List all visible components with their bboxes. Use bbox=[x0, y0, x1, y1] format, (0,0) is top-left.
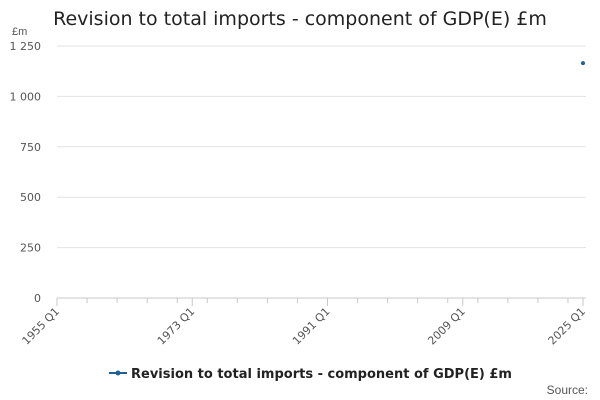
x-tick-label: 1973 Q1 bbox=[155, 305, 198, 348]
series-layer bbox=[581, 61, 585, 66]
legend[interactable]: Revision to total imports - component of… bbox=[109, 367, 512, 382]
x-tick-label: 2025 Q1 bbox=[546, 305, 589, 348]
x-axis: 1955 Q1 1973 Q1 1991 Q1 2009 Q1 2025 Q1 bbox=[20, 297, 589, 348]
y-tick-label: 1 000 bbox=[10, 90, 42, 103]
x-tick-label: 2009 Q1 bbox=[425, 305, 468, 348]
source-label: Source: bbox=[546, 383, 588, 397]
legend-item[interactable]: Revision to total imports - component of… bbox=[109, 367, 512, 382]
chart-title: Revision to total imports - component of… bbox=[53, 8, 547, 30]
legend-label: Revision to total imports - component of… bbox=[131, 367, 512, 382]
y-tick-label: 250 bbox=[20, 242, 41, 255]
y-tick-label: 0 bbox=[34, 292, 41, 305]
data-point[interactable] bbox=[581, 61, 585, 66]
x-tick-label: 1955 Q1 bbox=[20, 305, 63, 348]
x-tick-label: 1991 Q1 bbox=[290, 305, 333, 348]
y-tick-label: 500 bbox=[20, 191, 41, 204]
gridlines bbox=[57, 45, 586, 299]
y-tick-label: 1 250 bbox=[10, 40, 42, 53]
y-axis: 0 250 500 750 1 000 1 250 bbox=[10, 40, 42, 305]
y-axis-unit-label: £m bbox=[12, 26, 28, 38]
legend-swatch-marker bbox=[115, 370, 121, 376]
y-tick-label: 750 bbox=[20, 141, 41, 154]
